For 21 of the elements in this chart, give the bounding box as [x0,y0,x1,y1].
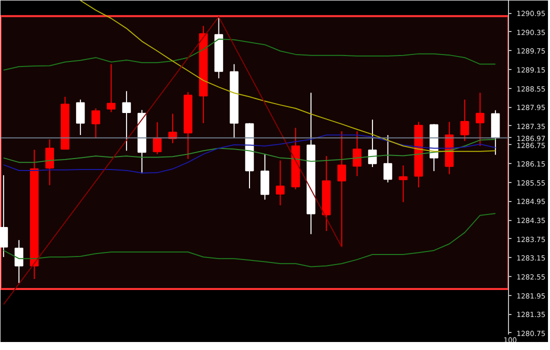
candlestick [368,119,377,168]
line-series [3,38,496,71]
candlestick [476,92,484,147]
line-series [3,212,496,268]
candlestick [260,154,270,200]
candlestick [352,130,362,177]
candlestick [76,99,85,136]
line-series [80,0,496,152]
candlestick [337,130,346,248]
candlestick [91,108,100,139]
candlestick [276,160,285,206]
candlestick [106,64,116,113]
candlestick [152,122,162,155]
line-series [3,134,496,174]
candlestick [45,138,54,186]
candlestick [398,164,408,203]
candlestick [0,174,8,258]
candlestick [122,90,131,152]
candlestick [384,134,392,183]
candlestick [14,240,24,284]
candlestick [460,99,470,142]
